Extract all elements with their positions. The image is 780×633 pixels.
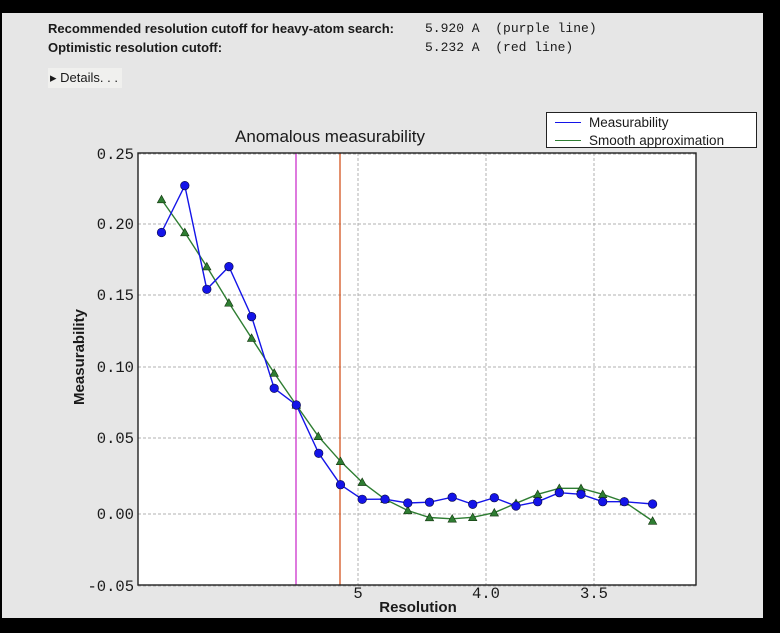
svg-text:0.15: 0.15 (97, 287, 134, 305)
svg-text:Anomalous measurability: Anomalous measurability (235, 127, 425, 146)
svg-text:Measurability: Measurability (71, 308, 88, 405)
svg-text:-0.05: -0.05 (87, 578, 134, 596)
svg-text:5: 5 (353, 585, 362, 603)
svg-text:3.5: 3.5 (580, 585, 608, 603)
svg-text:4.0: 4.0 (472, 585, 500, 603)
svg-text:0.05: 0.05 (97, 430, 134, 448)
svg-text:0.10: 0.10 (97, 359, 134, 377)
svg-text:Resolution: Resolution (379, 599, 457, 616)
svg-text:0.20: 0.20 (97, 216, 134, 234)
svg-text:0.25: 0.25 (97, 146, 134, 164)
svg-text:0.00: 0.00 (97, 506, 134, 524)
